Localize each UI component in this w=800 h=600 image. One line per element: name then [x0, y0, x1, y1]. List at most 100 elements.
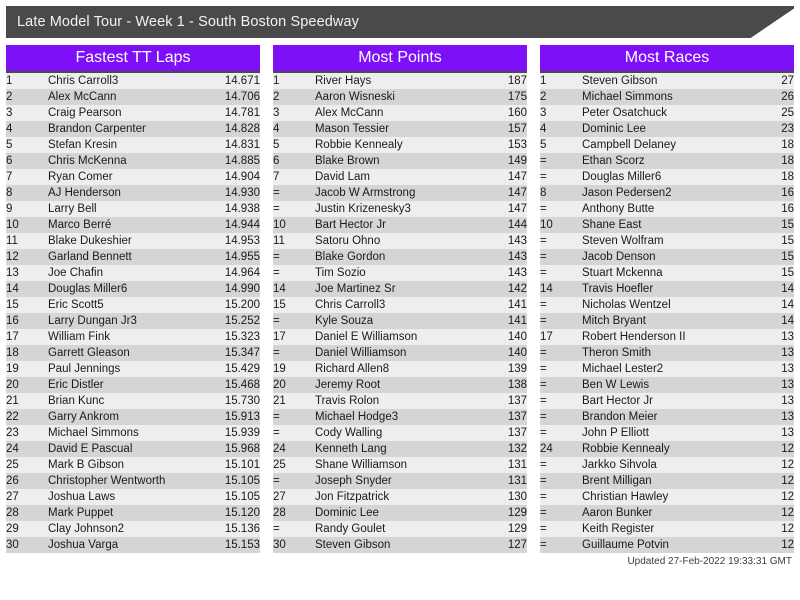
table-row[interactable]: 11 Blake Dukeshier 14.953	[6, 233, 260, 249]
table-row[interactable]: = Tim Sozio 143	[273, 265, 527, 281]
table-row[interactable]: = Daniel Williamson 140	[273, 345, 527, 361]
table-row[interactable]: 25 Mark B Gibson 15.101	[6, 457, 260, 473]
table-row[interactable]: = Steven Wolfram 15	[540, 233, 794, 249]
table-row[interactable]: 21 Travis Rolon 137	[273, 393, 527, 409]
table-row[interactable]: = Guillaume Potvin 12	[540, 537, 794, 553]
table-row[interactable]: 9 Larry Bell 14.938	[6, 201, 260, 217]
table-row[interactable]: 6 Blake Brown 149	[273, 153, 527, 169]
table-row[interactable]: = John P Elliott 13	[540, 425, 794, 441]
row-driver-name[interactable]: Guillaume Potvin	[582, 539, 669, 551]
table-row[interactable]: 2 Alex McCann 14.706	[6, 89, 260, 105]
row-driver-name[interactable]: Peter Osatchuck	[582, 107, 668, 119]
table-row[interactable]: = Michael Hodge3 137	[273, 409, 527, 425]
row-driver-name[interactable]: Mark B Gibson	[48, 459, 125, 471]
table-row[interactable]: 17 Daniel E Williamson 140	[273, 329, 527, 345]
row-driver-name[interactable]: Kyle Souza	[315, 315, 374, 327]
row-driver-name[interactable]: Eric Scott5	[48, 299, 104, 311]
table-row[interactable]: 4 Mason Tessier 157	[273, 121, 527, 137]
table-row[interactable]: 3 Alex McCann 160	[273, 105, 527, 121]
table-row[interactable]: = Justin Krizenesky3 147	[273, 201, 527, 217]
table-row[interactable]: 7 Ryan Comer 14.904	[6, 169, 260, 185]
table-row[interactable]: = Anthony Butte 16	[540, 201, 794, 217]
row-driver-name[interactable]: Steven Gibson	[582, 75, 658, 87]
row-driver-name[interactable]: Satoru Ohno	[315, 235, 381, 247]
row-driver-name[interactable]: Chris McKenna	[48, 155, 127, 167]
row-driver-name[interactable]: Michael Simmons	[48, 427, 139, 439]
row-driver-name[interactable]: Joshua Varga	[48, 539, 119, 551]
row-driver-name[interactable]: River Hays	[315, 75, 372, 87]
row-driver-name[interactable]: John P Elliott	[582, 427, 649, 439]
row-driver-name[interactable]: Aaron Bunker	[582, 507, 653, 519]
row-driver-name[interactable]: Justin Krizenesky3	[315, 203, 411, 215]
table-row[interactable]: 27 Joshua Laws 15.105	[6, 489, 260, 505]
table-row[interactable]: 8 Jason Pedersen2 16	[540, 185, 794, 201]
table-row[interactable]: 19 Richard Allen8 139	[273, 361, 527, 377]
table-row[interactable]: = Bart Hector Jr 13	[540, 393, 794, 409]
table-row[interactable]: 14 Douglas Miller6 14.990	[6, 281, 260, 297]
row-driver-name[interactable]: Jacob Denson	[582, 251, 656, 263]
row-driver-name[interactable]: Blake Brown	[315, 155, 380, 167]
table-row[interactable]: 1 Steven Gibson 27	[540, 73, 794, 89]
table-row[interactable]: 8 AJ Henderson 14.930	[6, 185, 260, 201]
table-row[interactable]: = Aaron Bunker 12	[540, 505, 794, 521]
table-row[interactable]: 24 David E Pascual 15.968	[6, 441, 260, 457]
table-row[interactable]: = Blake Gordon 143	[273, 249, 527, 265]
row-driver-name[interactable]: Travis Rolon	[315, 395, 380, 407]
row-driver-name[interactable]: Brandon Meier	[582, 411, 658, 423]
row-driver-name[interactable]: Steven Gibson	[315, 539, 391, 551]
row-driver-name[interactable]: Blake Dukeshier	[48, 235, 132, 247]
table-row[interactable]: 5 Stefan Kresin 14.831	[6, 137, 260, 153]
row-driver-name[interactable]: Joseph Snyder	[315, 475, 392, 487]
row-driver-name[interactable]: Garland Bennett	[48, 251, 132, 263]
row-driver-name[interactable]: David E Pascual	[48, 443, 133, 455]
row-driver-name[interactable]: Shane Williamson	[315, 459, 408, 471]
row-driver-name[interactable]: Robert Henderson II	[582, 331, 686, 343]
table-row[interactable]: 17 William Fink 15.323	[6, 329, 260, 345]
table-row[interactable]: 3 Craig Pearson 14.781	[6, 105, 260, 121]
row-driver-name[interactable]: Eric Distler	[48, 379, 104, 391]
row-driver-name[interactable]: Garrett Gleason	[48, 347, 130, 359]
table-row[interactable]: 5 Campbell Delaney 18	[540, 137, 794, 153]
row-driver-name[interactable]: Ryan Comer	[48, 171, 113, 183]
table-row[interactable]: 11 Satoru Ohno 143	[273, 233, 527, 249]
row-driver-name[interactable]: Brian Kunc	[48, 395, 105, 407]
row-driver-name[interactable]: Michael Lester2	[582, 363, 664, 375]
table-row[interactable]: = Jarkko Sihvola 12	[540, 457, 794, 473]
row-driver-name[interactable]: Nicholas Wentzel	[582, 299, 671, 311]
row-driver-name[interactable]: Tim Sozio	[315, 267, 366, 279]
table-row[interactable]: 7 David Lam 147	[273, 169, 527, 185]
row-driver-name[interactable]: Daniel E Williamson	[315, 331, 418, 343]
table-row[interactable]: = Ethan Scorz 18	[540, 153, 794, 169]
row-driver-name[interactable]: Larry Dungan Jr3	[48, 315, 137, 327]
table-row[interactable]: 27 Jon Fitzpatrick 130	[273, 489, 527, 505]
row-driver-name[interactable]: Christian Hawley	[582, 491, 669, 503]
row-driver-name[interactable]: Dominic Lee	[315, 507, 379, 519]
row-driver-name[interactable]: Mark Puppet	[48, 507, 114, 519]
row-driver-name[interactable]: Cody Walling	[315, 427, 383, 439]
table-row[interactable]: 14 Travis Hoefler 14	[540, 281, 794, 297]
row-driver-name[interactable]: Jeremy Root	[315, 379, 381, 391]
table-row[interactable]: 18 Garrett Gleason 15.347	[6, 345, 260, 361]
row-driver-name[interactable]: Douglas Miller6	[48, 283, 128, 295]
table-row[interactable]: = Jacob Denson 15	[540, 249, 794, 265]
table-row[interactable]: 24 Kenneth Lang 132	[273, 441, 527, 457]
row-driver-name[interactable]: Brandon Carpenter	[48, 123, 146, 135]
table-row[interactable]: 12 Garland Bennett 14.955	[6, 249, 260, 265]
table-row[interactable]: = Christian Hawley 12	[540, 489, 794, 505]
row-driver-name[interactable]: Daniel Williamson	[315, 347, 407, 359]
row-driver-name[interactable]: Steven Wolfram	[582, 235, 664, 247]
table-row[interactable]: 15 Eric Scott5 15.200	[6, 297, 260, 313]
row-driver-name[interactable]: Christopher Wentworth	[48, 475, 166, 487]
table-row[interactable]: 10 Shane East 15	[540, 217, 794, 233]
table-row[interactable]: 20 Jeremy Root 138	[273, 377, 527, 393]
panel-header-fastest-tt-laps[interactable]: Fastest TT Laps	[6, 45, 260, 73]
table-row[interactable]: 13 Joe Chafin 14.964	[6, 265, 260, 281]
table-row[interactable]: 28 Dominic Lee 129	[273, 505, 527, 521]
table-row[interactable]: = Brent Milligan 12	[540, 473, 794, 489]
panel-header-most-races[interactable]: Most Races	[540, 45, 794, 73]
row-driver-name[interactable]: Clay Johnson2	[48, 523, 125, 535]
row-driver-name[interactable]: Jon Fitzpatrick	[315, 491, 390, 503]
table-row[interactable]: 4 Dominic Lee 23	[540, 121, 794, 137]
table-row[interactable]: 22 Garry Ankrom 15.913	[6, 409, 260, 425]
row-driver-name[interactable]: Craig Pearson	[48, 107, 122, 119]
